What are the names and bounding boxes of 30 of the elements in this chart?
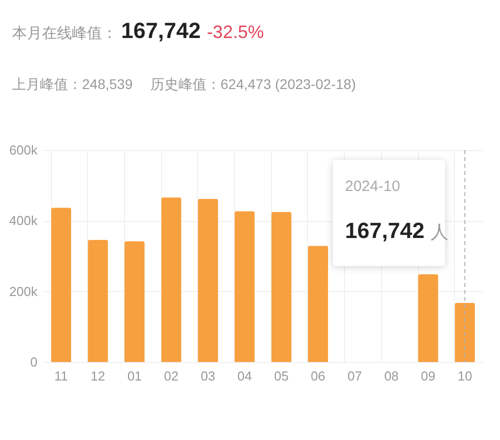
bar: [124, 241, 145, 362]
bar: [51, 208, 72, 362]
bar: [271, 212, 292, 362]
bar: [308, 246, 328, 362]
bar: [88, 240, 108, 362]
bar: [198, 198, 218, 362]
annotation: 2024-10: [345, 178, 400, 195]
x-tick-label: 06: [310, 368, 326, 384]
bar: [418, 274, 438, 362]
x-tick-label: 08: [384, 368, 399, 384]
chart-title: 本月在线峰值： 167,742 -32.5%: [12, 18, 264, 43]
x-tick-label: 01: [127, 368, 142, 384]
x-tick-label: 05: [274, 368, 289, 384]
x-tick-label: 11: [54, 368, 68, 384]
chart-subtitle: 上月峰值：248,539 历史峰值：624,473 (2023-02-18): [12, 76, 356, 94]
x-tick-label: 04: [237, 368, 252, 384]
y-tick-label: 400k: [9, 213, 38, 228]
x-tick-label: 09: [420, 368, 436, 384]
x-tick-label: 02: [164, 368, 178, 384]
annotation: 167,742 人: [345, 218, 449, 243]
bar: [161, 197, 182, 362]
y-tick-label: 600k: [9, 142, 38, 158]
y-tick-label: 0: [30, 354, 38, 370]
bar: [234, 211, 255, 362]
bar: [454, 302, 475, 362]
x-tick-label: 12: [90, 368, 106, 384]
y-tick-label: 200k: [9, 284, 38, 299]
x-tick-label: 03: [200, 368, 216, 384]
x-tick-label: 07: [348, 368, 362, 384]
x-tick-label: 10: [458, 368, 472, 384]
